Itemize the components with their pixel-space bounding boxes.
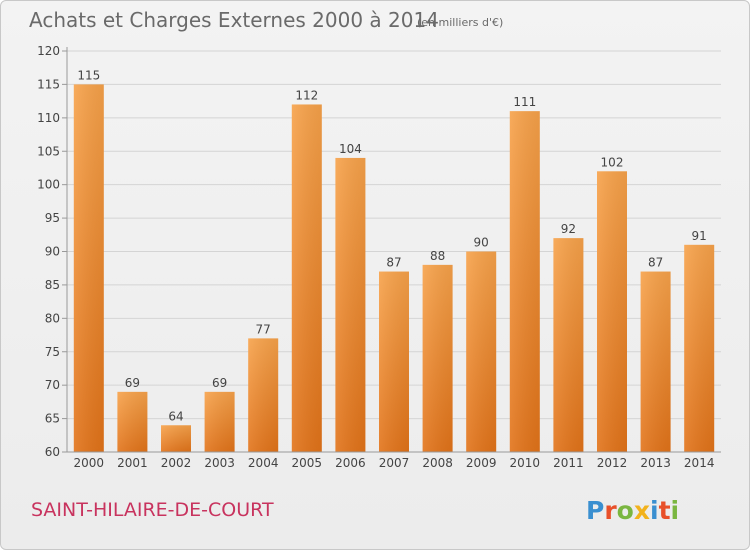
x-axis: 2000 2001 2002 2003 2004 2005 2006 2007 2008 2009…: [67, 451, 721, 470]
bar-value-label: 115: [77, 68, 100, 82]
bar-value-label: 77: [256, 322, 271, 336]
bar-value-label: 87: [648, 256, 663, 270]
logo-letter: i: [650, 496, 659, 525]
y-tick-label: 90: [45, 245, 60, 259]
bar-value-label: 69: [212, 376, 227, 390]
bar-value-label: 92: [561, 222, 576, 236]
bar-value-label: 69: [125, 376, 140, 390]
chart-title: Achats et Charges Externes 2000 à 2014: [29, 8, 439, 32]
y-tick-label: 100: [37, 178, 60, 192]
logo-letter: P: [586, 496, 604, 525]
bar-shading: [640, 271, 671, 452]
bar-shading: [684, 244, 715, 452]
bar-value-label: 91: [692, 229, 707, 243]
logo-letter: r: [604, 496, 617, 525]
bar-value-label: 88: [430, 249, 445, 263]
logo-letter: t: [659, 496, 671, 525]
logo-letter: i: [671, 496, 680, 525]
y-tick-label: 115: [37, 77, 60, 91]
chart-subtitle: (en milliers d'€): [417, 16, 503, 29]
proxiti-logo: Proxiti: [586, 496, 679, 525]
y-tick-label: 105: [37, 144, 60, 158]
logo-letter: o: [617, 496, 634, 525]
y-tick-label: 110: [37, 111, 60, 125]
bar-value-label: 87: [386, 256, 401, 270]
y-tick-label: 120: [37, 44, 60, 58]
y-tick-label: 65: [45, 412, 60, 426]
bar-shading: [379, 271, 409, 452]
y-tick-label: 85: [45, 278, 60, 292]
x-tick-label: 2010: [510, 456, 541, 470]
y-tick-label: 70: [45, 378, 60, 392]
bar-value-label: 64: [168, 409, 183, 423]
bar-shading: [161, 425, 191, 452]
x-tick-label: 2007: [379, 456, 410, 470]
bar-shading: [466, 251, 497, 452]
bar-value-label: 104: [339, 142, 362, 156]
bar-shading: [248, 338, 279, 452]
bar-shading: [422, 264, 453, 452]
bar-shading: [73, 84, 104, 453]
logo-letter: x: [634, 496, 650, 525]
y-tick-label: 60: [45, 445, 60, 459]
x-tick-label: 2012: [597, 456, 628, 470]
commune-name: SAINT-HILAIRE-DE-COURT: [31, 499, 274, 521]
x-tick-label: 2014: [684, 456, 715, 470]
x-tick-label: 2003: [204, 456, 235, 470]
bar-value-label: 102: [601, 155, 624, 169]
x-tick-label: 2008: [422, 456, 453, 470]
bar-shading: [204, 391, 235, 452]
bar-value-label: 111: [513, 95, 536, 109]
bar-value-label: 90: [474, 236, 489, 250]
x-tick-label: 2004: [248, 456, 279, 470]
bars: 115 69 64 69 77 112 104 87 88 90 111 92 102 87 91: [73, 68, 715, 453]
x-tick-label: 2011: [553, 456, 584, 470]
x-tick-label: 2000: [74, 456, 105, 470]
bar-shading: [553, 238, 584, 452]
x-tick-label: 2005: [292, 456, 323, 470]
y-tick-label: 80: [45, 311, 60, 325]
bar-shading: [117, 391, 148, 452]
bar-shading: [335, 157, 366, 452]
y-axis: 60 65 70 75 80 85 90 95 100 105 110 115 120: [37, 44, 68, 459]
x-tick-label: 2009: [466, 456, 497, 470]
bar-shading: [509, 111, 540, 453]
bar-shading: [597, 171, 627, 453]
y-tick-label: 75: [45, 345, 60, 359]
x-tick-label: 2002: [161, 456, 192, 470]
x-tick-label: 2001: [117, 456, 148, 470]
y-tick-label: 95: [45, 211, 60, 225]
x-tick-label: 2006: [335, 456, 366, 470]
x-tick-label: 2013: [640, 456, 671, 470]
bar-value-label: 112: [295, 88, 318, 102]
bar-shading: [291, 104, 322, 452]
